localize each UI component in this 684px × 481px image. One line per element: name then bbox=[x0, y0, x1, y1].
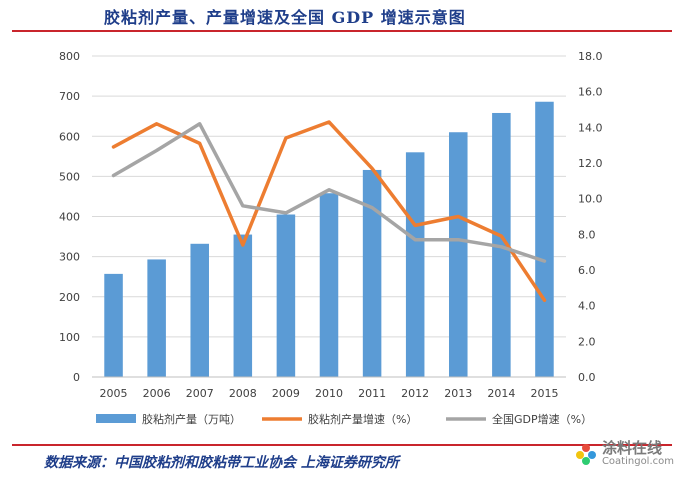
y-right-tick-label: 0.0 bbox=[578, 371, 596, 384]
series-line-adhesive-growth bbox=[111, 120, 547, 303]
y-left-tick-label: 0 bbox=[73, 371, 80, 384]
chart-title: 胶粘剂产量、产量增速及全国 GDP 增速示意图 bbox=[104, 8, 466, 27]
x-tick-label: 2014 bbox=[487, 387, 515, 400]
bottom-rule bbox=[12, 444, 672, 446]
x-tick-label: 2006 bbox=[143, 387, 171, 400]
x-tick-label: 2011 bbox=[358, 387, 386, 400]
y-left-tick-label: 400 bbox=[59, 211, 80, 224]
y-left-tick-label: 600 bbox=[59, 130, 80, 143]
y-right-tick-label: 4.0 bbox=[578, 300, 596, 313]
legend-label: 胶粘剂产量增速（%） bbox=[308, 412, 417, 426]
y-left-tick-label: 800 bbox=[59, 50, 80, 63]
y-left-tick-label: 300 bbox=[59, 251, 80, 264]
y-right-tick-label: 14.0 bbox=[578, 121, 603, 134]
bar bbox=[147, 259, 166, 377]
legend-swatch bbox=[96, 414, 136, 423]
y-left-tick-label: 500 bbox=[59, 170, 80, 183]
bar bbox=[535, 101, 554, 378]
x-tick-label: 2005 bbox=[100, 387, 128, 400]
x-tick-label: 2013 bbox=[444, 387, 472, 400]
y-right-tick-label: 12.0 bbox=[578, 157, 603, 170]
y-left-tick-label: 200 bbox=[59, 291, 80, 304]
bar bbox=[276, 214, 296, 377]
bar bbox=[319, 193, 339, 377]
bar bbox=[362, 169, 382, 377]
top-rule bbox=[12, 30, 672, 32]
y-right-tick-label: 10.0 bbox=[578, 193, 603, 206]
x-tick-label: 2010 bbox=[315, 387, 343, 400]
y-left-tick-label: 700 bbox=[59, 90, 80, 103]
x-tick-label: 2015 bbox=[530, 387, 558, 400]
bar bbox=[104, 273, 123, 377]
y-right-tick-label: 2.0 bbox=[578, 335, 596, 348]
bar bbox=[492, 112, 511, 377]
y-right-tick-label: 16.0 bbox=[578, 86, 603, 99]
bar bbox=[190, 243, 209, 377]
watermark-logo-icon bbox=[575, 443, 597, 465]
bar bbox=[405, 152, 425, 377]
legend-label: 全国GDP增速（%） bbox=[492, 412, 592, 426]
watermark-en: Coatingol.com bbox=[601, 456, 674, 467]
source-note: 数据来源：中国胶粘剂和胶粘带工业协会 上海证券研究所 bbox=[44, 455, 399, 471]
y-right-tick-label: 18.0 bbox=[578, 50, 603, 63]
watermark-cn: 涂料在线 bbox=[601, 439, 662, 457]
y-right-tick-label: 6.0 bbox=[578, 264, 596, 277]
bar bbox=[233, 234, 253, 377]
x-tick-label: 2009 bbox=[272, 387, 300, 400]
x-tick-label: 2008 bbox=[229, 387, 257, 400]
x-tick-label: 2012 bbox=[401, 387, 429, 400]
y-right-tick-label: 8.0 bbox=[578, 228, 596, 241]
bar bbox=[449, 132, 468, 377]
series-line-gdp-growth bbox=[111, 122, 547, 263]
combo-chart: 0 100 200 300 400 500 600 700 800 0.0 2.0 4.0 6.0 8.0… bbox=[59, 50, 603, 426]
legend-label: 胶粘剂产量（万吨） bbox=[142, 412, 241, 426]
x-tick-label: 2007 bbox=[186, 387, 214, 400]
y-left-tick-label: 100 bbox=[59, 331, 80, 344]
watermark: 涂料在线 Coatingol.com bbox=[575, 440, 674, 468]
